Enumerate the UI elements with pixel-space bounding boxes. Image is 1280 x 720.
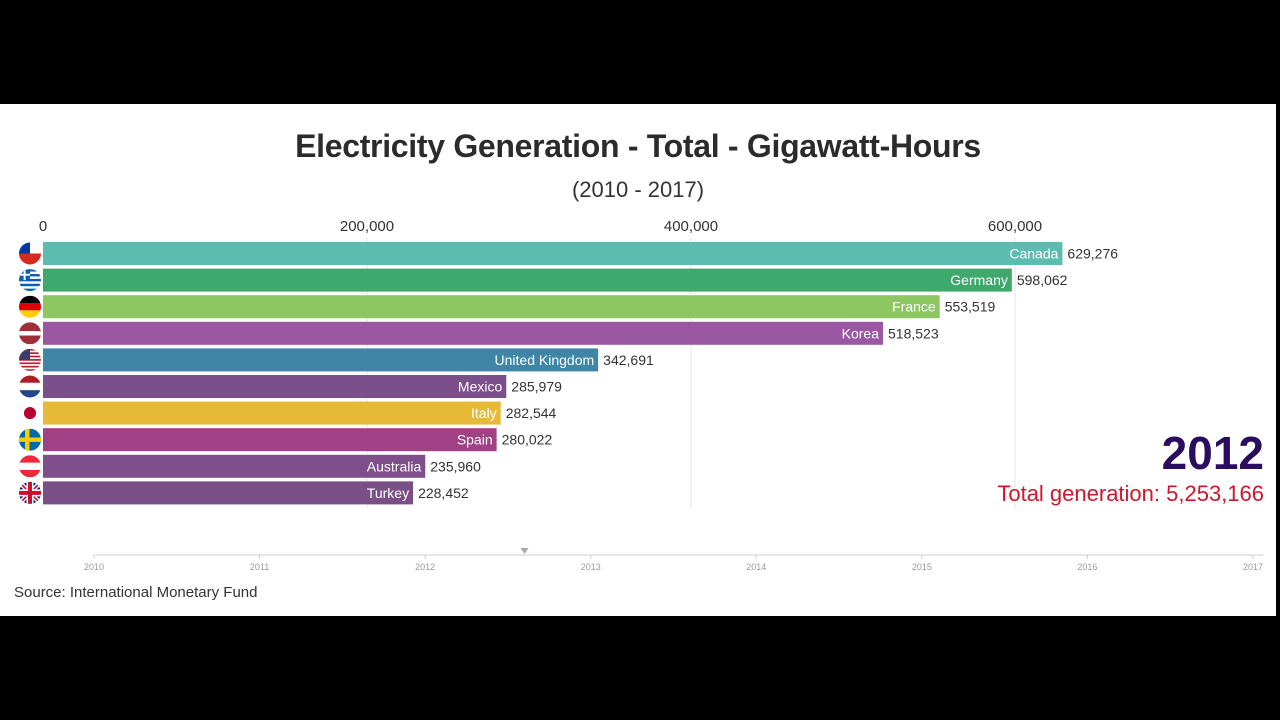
bar-value-label: 598,062 [1017, 272, 1068, 288]
timeline-tick-label: 2016 [1077, 562, 1097, 572]
bar-value-label: 228,452 [418, 485, 469, 501]
uk-flag-icon [19, 481, 41, 504]
timeline-tick-label: 2010 [84, 562, 104, 572]
usa-flag-icon [19, 348, 41, 371]
bar-value-label: 629,276 [1067, 246, 1118, 262]
bar-germany [43, 268, 1012, 292]
bar-canada [43, 242, 1063, 265]
bar-value-label: 235,960 [430, 458, 481, 474]
latvia-flag-icon [19, 322, 41, 345]
bar-category-label: Turkey [367, 485, 409, 501]
bar-category-label: Germany [950, 272, 1008, 288]
chile-flag-icon [19, 242, 41, 265]
x-tick-label: 400,000 [664, 218, 718, 235]
timeline-tick-label: 2012 [415, 562, 435, 572]
x-tick-label: 200,000 [340, 218, 394, 235]
chart-canvas: Electricity Generation - Total - Gigawat… [0, 104, 1276, 616]
bar-category-label: Canada [1009, 246, 1058, 262]
bar-france [43, 295, 940, 319]
source-note: Source: International Monetary Fund [14, 584, 258, 601]
bar-mexico [43, 375, 507, 398]
bar-category-label: Italy [471, 405, 497, 421]
sweden-flag-icon [19, 428, 41, 451]
x-tick-label: 0 [39, 218, 47, 235]
total-generation-label: Total generation: 5,253,166 [997, 481, 1264, 506]
greece-flag-icon [19, 269, 41, 292]
timeline-tick-label: 2011 [250, 562, 269, 572]
timeline-marker [520, 548, 529, 554]
bar-category-label: Australia [367, 458, 422, 474]
bar-value-label: 285,979 [511, 379, 562, 395]
germany-flag-icon [19, 295, 41, 318]
bar-australia [43, 454, 426, 478]
bar-category-label: Spain [457, 432, 493, 448]
bar-italy [43, 401, 501, 425]
timeline-tick-label: 2014 [746, 562, 766, 572]
bar-united-kingdom [43, 348, 599, 372]
timeline-tick-label: 2017 [1243, 562, 1263, 572]
bar-korea [43, 321, 884, 345]
bar-category-label: France [892, 299, 936, 315]
netherlands-flag-icon [19, 375, 41, 398]
timeline-tick-label: 2013 [581, 562, 601, 572]
bar-value-label: 518,523 [888, 325, 939, 341]
bar-value-label: 280,022 [502, 432, 553, 448]
chart-title: Electricity Generation - Total - Gigawat… [295, 128, 981, 164]
bar-category-label: Korea [842, 325, 880, 341]
bar-category-label: United Kingdom [495, 352, 595, 368]
timeline-tick-label: 2015 [912, 562, 932, 572]
bar-value-label: 342,691 [603, 352, 654, 368]
bar-spain [43, 428, 497, 452]
austria-flag-icon [19, 455, 41, 478]
bar-chart-plot: 0 200,000 400,000 600,000 Canada 629,276 Germa… [19, 218, 1263, 572]
x-tick-label: 600,000 [988, 218, 1042, 235]
bar-category-label: Mexico [458, 379, 503, 395]
japan-flag-icon [19, 402, 41, 425]
bar-turkey [43, 481, 414, 505]
bar-value-label: 282,544 [506, 405, 557, 421]
chart-subtitle: (2010 - 2017) [571, 177, 705, 202]
current-year-label: 2012 [1161, 427, 1264, 479]
bar-value-label: 553,519 [945, 299, 996, 315]
